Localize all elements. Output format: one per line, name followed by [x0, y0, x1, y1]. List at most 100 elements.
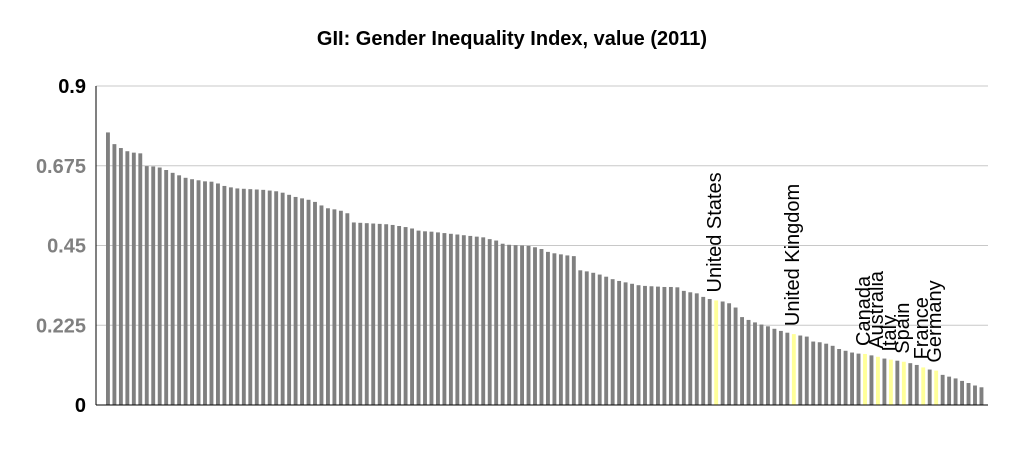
bar	[157, 167, 162, 405]
bar	[118, 148, 123, 405]
bar	[170, 172, 175, 405]
bar	[183, 177, 188, 405]
bar	[338, 210, 343, 405]
bar	[241, 188, 246, 405]
bar	[280, 192, 285, 405]
bar	[520, 245, 524, 405]
bar	[216, 183, 220, 405]
bar-highlight	[863, 353, 867, 405]
bar	[397, 226, 402, 405]
bar	[830, 345, 835, 405]
bar	[960, 380, 964, 405]
bar	[914, 364, 919, 405]
annotation-label: Canada	[853, 275, 875, 346]
bar	[778, 330, 783, 405]
bar	[940, 374, 945, 405]
annotation-label: Italy	[879, 315, 901, 352]
bar	[656, 286, 660, 405]
bar	[927, 369, 932, 405]
bar	[293, 196, 298, 405]
bar	[533, 247, 537, 405]
bar	[222, 185, 227, 405]
y-tick-label: 0.45	[47, 236, 86, 258]
bar	[584, 271, 589, 405]
bar	[552, 253, 557, 405]
bar	[513, 245, 518, 405]
bar	[228, 187, 233, 405]
bar	[267, 190, 272, 405]
bar	[390, 224, 395, 405]
bar	[636, 285, 641, 405]
bar	[351, 222, 356, 405]
bar	[300, 198, 304, 405]
bar	[843, 350, 848, 405]
bar	[177, 175, 182, 405]
bar	[481, 237, 486, 405]
bar	[694, 293, 699, 405]
bar	[448, 233, 453, 405]
bar	[811, 341, 816, 405]
bar	[474, 236, 479, 405]
bar	[804, 336, 809, 405]
bar-highlight	[921, 367, 926, 405]
bar	[979, 387, 984, 405]
bar	[740, 317, 744, 405]
bar	[597, 274, 602, 405]
bar	[610, 279, 615, 405]
bar	[526, 245, 531, 405]
bar-highlight	[791, 334, 796, 405]
bar	[727, 303, 732, 405]
bar	[966, 383, 971, 405]
bar	[759, 324, 764, 405]
chart-title: GII: Gender Inequality Index, value (201…	[316, 28, 708, 50]
bar	[817, 342, 822, 405]
bar	[623, 282, 628, 405]
bar	[384, 224, 389, 405]
bar	[772, 328, 777, 405]
bar	[274, 191, 279, 405]
bars	[106, 132, 984, 405]
bar	[138, 153, 143, 405]
bar	[662, 286, 667, 405]
bar	[753, 322, 757, 405]
bar	[112, 144, 117, 405]
bar	[546, 251, 550, 405]
bar	[131, 152, 136, 405]
bar	[125, 151, 130, 405]
bar	[235, 188, 240, 405]
bar	[681, 290, 686, 405]
bar	[869, 355, 874, 405]
bar	[151, 166, 156, 405]
bar	[701, 296, 706, 405]
bar	[824, 343, 829, 405]
bar	[947, 376, 952, 405]
bar	[423, 231, 427, 405]
bar	[468, 235, 473, 405]
bar	[436, 232, 440, 405]
bar	[254, 189, 259, 405]
bar	[403, 227, 408, 405]
bar	[461, 235, 466, 405]
bar	[604, 276, 609, 405]
bar	[287, 194, 292, 405]
bar	[190, 179, 194, 405]
bar	[668, 286, 673, 405]
bar-highlight	[876, 356, 880, 405]
country-annotations: United States United Kingdom CanadaAustral…	[704, 172, 946, 362]
bar	[313, 201, 317, 405]
bar	[429, 231, 434, 405]
bar	[908, 363, 913, 405]
bar	[649, 286, 654, 405]
bar	[882, 358, 887, 405]
bar	[733, 307, 738, 405]
bar	[494, 240, 499, 405]
bar	[144, 166, 149, 405]
bar-highlight	[934, 370, 939, 405]
y-tick-labels: 0 0.225 0.45 0.675 0.9	[36, 76, 86, 417]
bar	[850, 352, 854, 405]
bar	[630, 283, 634, 405]
bar	[164, 170, 169, 405]
bar	[209, 181, 214, 405]
